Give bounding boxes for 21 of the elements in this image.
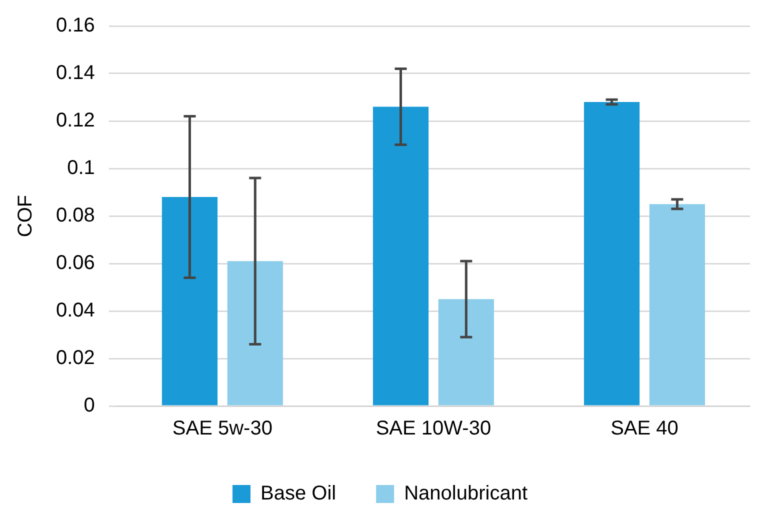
x-tick-label: SAE 40 (610, 418, 678, 440)
x-tick-label: SAE 5w-30 (172, 418, 272, 440)
bar (372, 106, 429, 406)
legend-label: Nanolubricant (404, 482, 528, 505)
bar (227, 261, 283, 406)
y-tick-label: 0.16 (56, 14, 95, 37)
y-tick-label: 0.06 (56, 252, 95, 274)
y-tick-label: 0.04 (56, 300, 95, 322)
y-tick-label: 0.12 (56, 110, 95, 132)
bar (438, 299, 494, 406)
bar (162, 197, 218, 406)
bar (649, 204, 705, 406)
legend-label: Base Oil (260, 482, 336, 505)
y-tick-label: 0.02 (56, 347, 95, 370)
y-axis-title: COF (14, 194, 37, 238)
y-tick-label: 0.14 (56, 62, 95, 84)
y-tick-label: 0 (84, 394, 95, 417)
bar (584, 102, 640, 406)
y-tick-label: 0.1 (67, 157, 95, 180)
x-tick-label: SAE 10W-30 (376, 418, 492, 440)
y-tick-label: 0.08 (56, 204, 95, 227)
